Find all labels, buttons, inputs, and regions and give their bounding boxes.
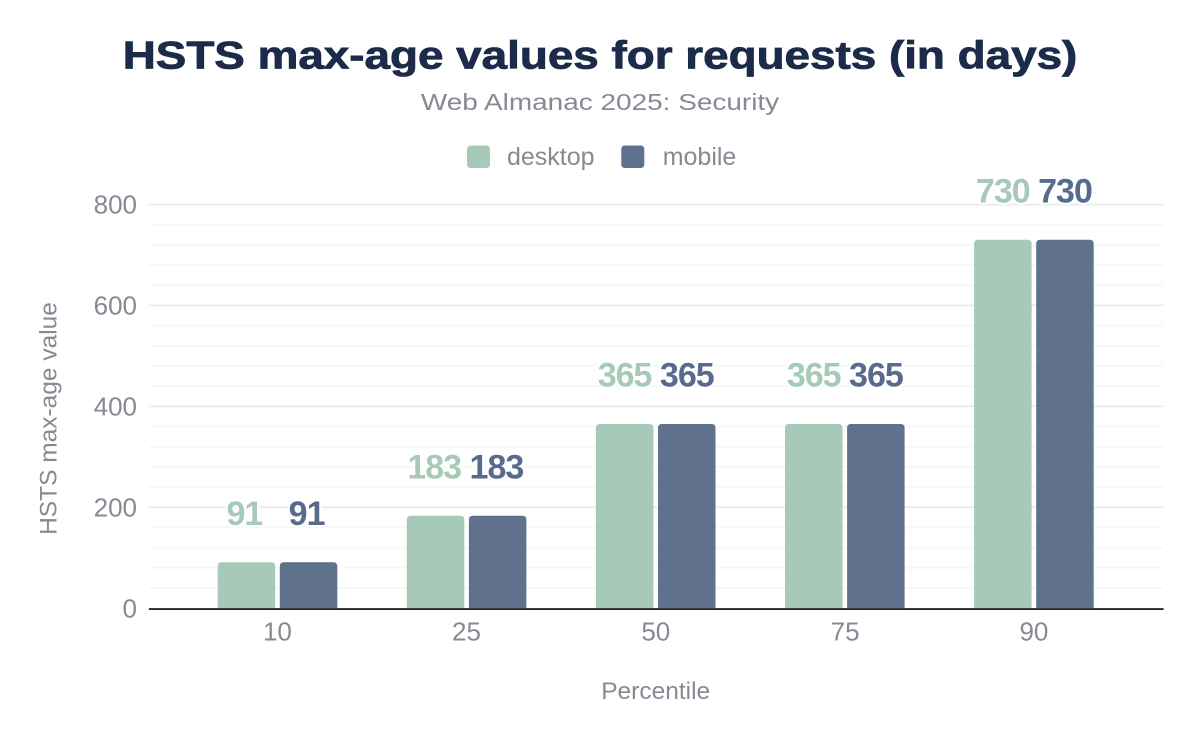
svg-text:Web Almanac 2025: Security: Web Almanac 2025: Security: [421, 90, 779, 115]
svg-text:365: 365: [660, 357, 714, 395]
svg-text:365: 365: [849, 357, 903, 395]
svg-text:183: 183: [470, 449, 524, 487]
svg-text:HSTS max-age value: HSTS max-age value: [35, 302, 62, 535]
svg-text:desktop: desktop: [507, 143, 595, 171]
svg-text:91: 91: [226, 495, 262, 533]
svg-text:800: 800: [94, 190, 137, 220]
svg-text:90: 90: [1019, 617, 1048, 647]
svg-text:10: 10: [263, 617, 292, 647]
svg-text:730: 730: [1038, 173, 1092, 211]
svg-text:HSTS max-age values for reques: HSTS max-age values for requests (in day…: [123, 34, 1078, 78]
svg-text:600: 600: [94, 291, 137, 321]
svg-text:0: 0: [123, 594, 137, 624]
svg-text:200: 200: [94, 493, 137, 523]
svg-text:365: 365: [598, 357, 652, 395]
svg-text:mobile: mobile: [663, 143, 737, 171]
svg-text:183: 183: [407, 449, 461, 487]
svg-text:730: 730: [976, 173, 1030, 211]
svg-text:75: 75: [831, 617, 860, 647]
svg-text:25: 25: [452, 617, 481, 647]
svg-text:400: 400: [94, 392, 137, 422]
svg-text:Percentile: Percentile: [601, 678, 710, 705]
svg-text:365: 365: [787, 357, 841, 395]
svg-text:50: 50: [641, 617, 670, 647]
svg-text:91: 91: [289, 495, 325, 533]
